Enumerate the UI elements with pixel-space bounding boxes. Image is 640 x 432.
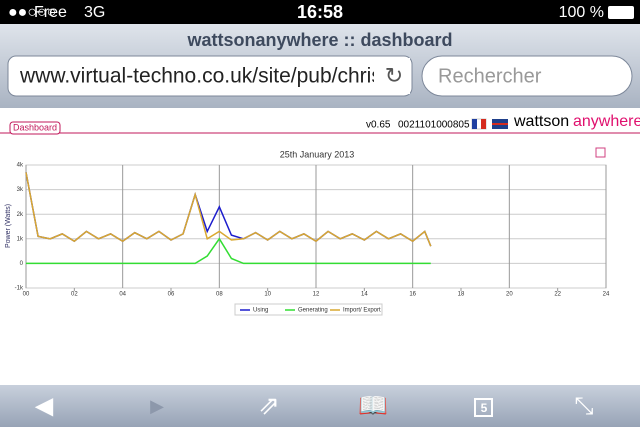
x-tick-label: 02 [71, 292, 78, 298]
network: 3G [84, 4, 105, 21]
carrier: Free [34, 4, 67, 21]
brand-1: wattson [513, 113, 569, 130]
legend-items: Using Generating Import/ Export [240, 308, 381, 314]
dashboard-tab[interactable] [9, 121, 61, 135]
battery-icon [608, 6, 634, 19]
reload[interactable]: ↻ [385, 63, 403, 88]
tab-label: Dashboard [13, 122, 57, 132]
bookmarks[interactable]: 📖 [358, 392, 388, 419]
x-tick-label: 22 [554, 292, 561, 298]
legend-label: Import/ Export [343, 308, 381, 314]
y-tick-label: -1k [15, 286, 24, 292]
share[interactable]: ⇗ [258, 390, 280, 420]
url: www.virtual-techno.co.uk/site/pub/chris [19, 65, 382, 88]
clock: 16:58 [297, 2, 343, 22]
x-tick-label: 00 [23, 292, 30, 298]
device-id: 0021101000805 [398, 120, 470, 131]
x-tick-label: 12 [313, 292, 320, 298]
tab-count: 5 [481, 401, 488, 415]
battery-text: 100 % [559, 4, 604, 21]
flag-uk-cross [492, 123, 508, 125]
flag-fr-red [481, 119, 486, 129]
search-placeholder: Rechercher [438, 65, 542, 87]
reload-bg [374, 58, 410, 94]
x-tick-label: 08 [216, 292, 223, 298]
x-tick-label: 24 [603, 292, 610, 298]
y-tick-label: 3k [17, 187, 24, 193]
url-field[interactable] [7, 55, 413, 97]
legend [234, 303, 383, 316]
version: v0.65 [366, 120, 391, 131]
plot: -1k 0 1k 2k 3k 4k 00 02 04 06 08 10 12 14 16 18 20 22 24 [15, 163, 610, 298]
expand-icon[interactable] [595, 147, 606, 158]
forward[interactable]: ▶ [150, 396, 164, 416]
x-tick-label: 20 [506, 292, 513, 298]
signal: ●●○○○ [8, 4, 56, 21]
chart-title: 25th January 2013 [280, 149, 355, 159]
legend-label: Using [253, 308, 268, 314]
x-tick-label: 06 [168, 292, 175, 298]
status-bar [0, 0, 640, 24]
legend-label: Generating [298, 308, 328, 314]
x-tick-label: 10 [264, 292, 271, 298]
y-tick-label: 0 [20, 261, 24, 267]
x-tick-label: 04 [119, 292, 126, 298]
y-tick-label: 4k [17, 163, 24, 169]
toolbar [0, 385, 640, 427]
y-tick-label: 2k [17, 212, 24, 218]
x-tick-label: 18 [458, 292, 465, 298]
search-field[interactable] [421, 55, 633, 97]
x-tick-label: 14 [361, 292, 368, 298]
y-tick-label: 1k [17, 236, 24, 242]
brand-2: anywhere [573, 113, 640, 130]
tabs[interactable] [474, 398, 493, 417]
flag-fr-blue [472, 119, 477, 129]
y-label: Power (Watts) [5, 204, 12, 248]
series-line [25, 172, 432, 247]
series-line [26, 237, 431, 265]
fullscreen[interactable]: ⤡ [574, 392, 593, 419]
back[interactable]: ◀ [35, 392, 54, 419]
x-tick-label: 16 [409, 292, 416, 298]
page-title: wattsonanywhere :: dashboard [186, 30, 452, 50]
